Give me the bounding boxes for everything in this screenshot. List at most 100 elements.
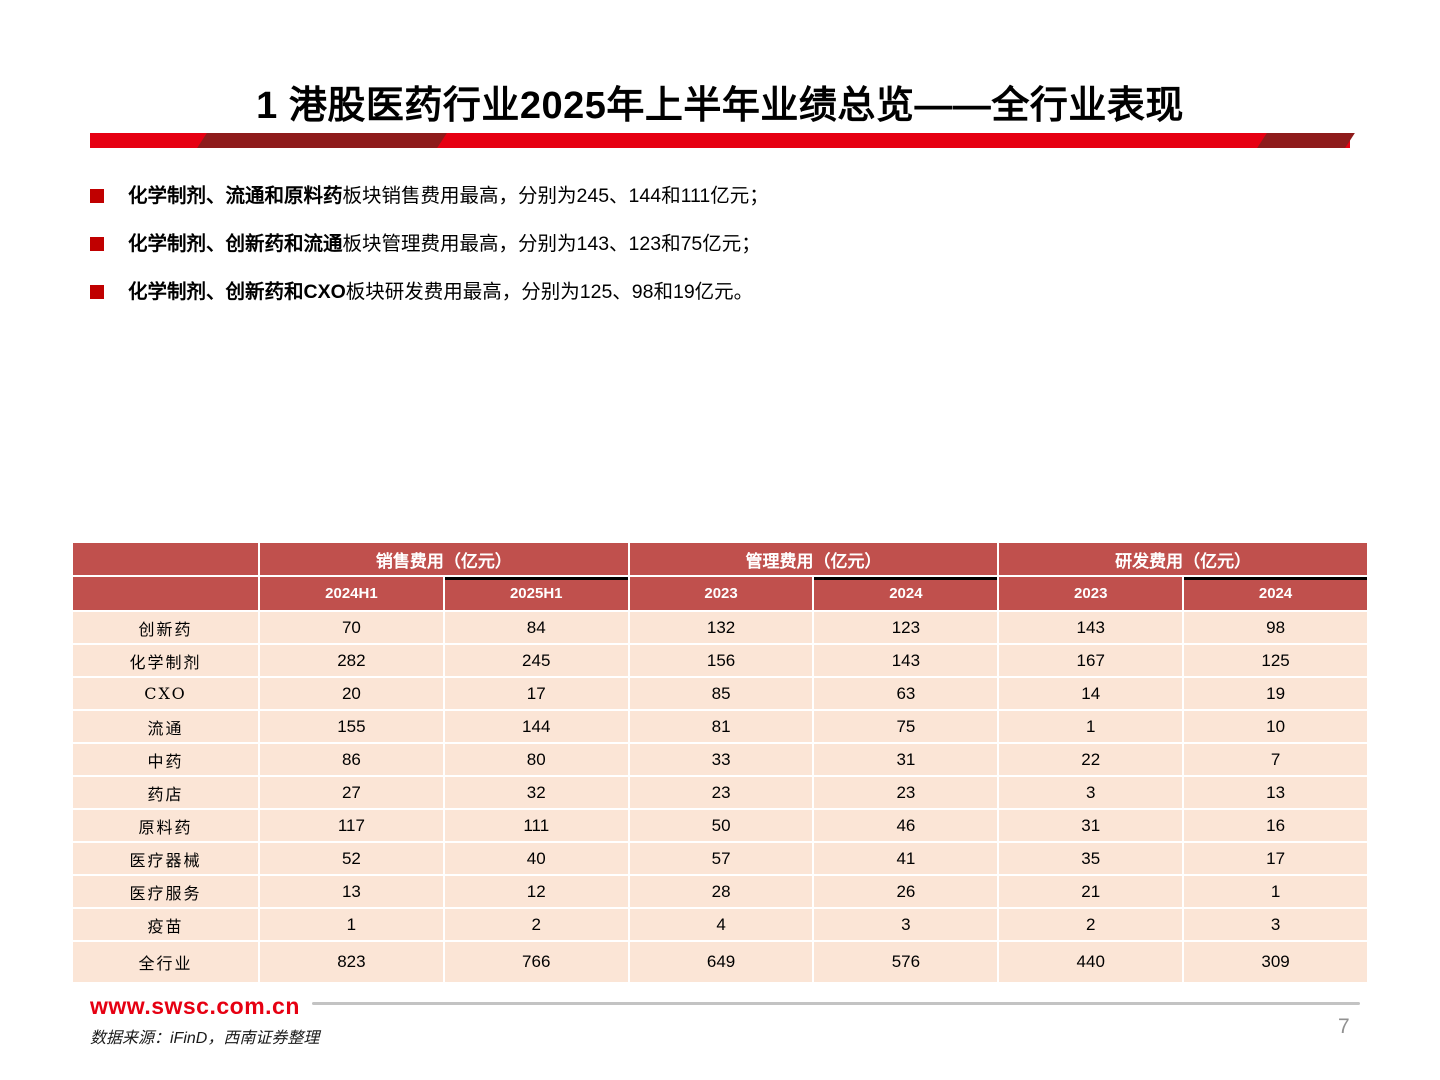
bullet-text: 化学制剂、创新药和流通板块管理费用最高，分别为143、123和75亿元； — [128, 233, 761, 255]
table-value-cell: 80 — [444, 744, 628, 775]
bullet-rest: 板块销售费用最高，分别为245、144和111亿元； — [342, 185, 769, 207]
table-subheader: 2025H1 — [444, 577, 628, 610]
table-value-cell: 156 — [629, 645, 813, 676]
table-value-cell: 41 — [814, 843, 998, 874]
table-group-header: 销售费用（亿元） — [260, 543, 628, 575]
bullet-rest: 板块研发费用最高，分别为125、98和19亿元。 — [345, 281, 754, 303]
table-value-cell: 26 — [814, 876, 998, 907]
title-bar-dark-segment-right — [1257, 133, 1355, 148]
source-note: 数据来源：iFinD，西南证券整理 — [90, 1030, 320, 1047]
table-value-cell: 63 — [814, 678, 998, 709]
table-value-cell: 155 — [260, 711, 443, 742]
bullet-square-icon — [90, 285, 104, 299]
table-value-cell: 282 — [260, 645, 443, 676]
table-value-cell: 20 — [260, 678, 443, 709]
table-value-cell: 84 — [444, 612, 628, 643]
bullet-item: 化学制剂、创新药和流通板块管理费用最高，分别为143、123和75亿元； — [90, 234, 1190, 255]
table-row-label: 创新药 — [73, 612, 258, 643]
bullet-list: 化学制剂、流通和原料药板块销售费用最高，分别为245、144和111亿元； 化学… — [90, 186, 1190, 330]
table-row-label: 化学制剂 — [73, 645, 258, 676]
table-value-cell: 31 — [814, 744, 998, 775]
table-value-cell: 3 — [999, 777, 1183, 808]
table-value-cell: 23 — [629, 777, 813, 808]
bullet-lead: 化学制剂、创新药和流通 — [128, 233, 343, 255]
table-value-cell: 10 — [1184, 711, 1367, 742]
table-value-cell: 1 — [260, 909, 443, 940]
table-value-cell: 123 — [814, 612, 998, 643]
table-row-label: 医疗器械 — [73, 843, 258, 874]
table-subheader: 2024 — [814, 577, 998, 610]
title-bar-dark-segment-left — [197, 133, 447, 148]
table-row-label: 药店 — [73, 777, 258, 808]
table-value-cell: 86 — [260, 744, 443, 775]
page-title: 1 港股医药行业2025年上半年业绩总览——全行业表现 — [256, 85, 1184, 127]
bullet-lead: 化学制剂、创新药和CXO — [128, 281, 346, 303]
table-value-cell: 40 — [444, 843, 628, 874]
table-value-cell: 21 — [999, 876, 1183, 907]
table-value-cell: 3 — [1184, 909, 1367, 940]
title-underline-bar — [90, 133, 1355, 148]
table-subheader: 2023 — [999, 577, 1183, 610]
table-value-cell: 144 — [444, 711, 628, 742]
table-subheader: 2024 — [1184, 577, 1367, 610]
table-value-cell: 98 — [1184, 612, 1367, 643]
table-value-cell: 23 — [814, 777, 998, 808]
table-row-label: 全行业 — [73, 942, 258, 982]
table-value-cell: 167 — [999, 645, 1183, 676]
table-value-cell: 111 — [444, 810, 628, 841]
table-value-cell: 85 — [629, 678, 813, 709]
bullet-item: 化学制剂、创新药和CXO板块研发费用最高，分别为125、98和19亿元。 — [90, 282, 1190, 303]
table-corner-cell — [73, 543, 258, 575]
table-subheader-empty-cell — [73, 577, 258, 610]
bullet-square-icon — [90, 189, 104, 203]
table-value-cell: 4 — [629, 909, 813, 940]
table-row-label: 医疗服务 — [73, 876, 258, 907]
table-value-cell: 57 — [629, 843, 813, 874]
table-value-cell: 13 — [1184, 777, 1367, 808]
table-subheader: 2023 — [629, 577, 813, 610]
footer-divider-line — [312, 1002, 1360, 1005]
table-row-label: 疫苗 — [73, 909, 258, 940]
table-value-cell: 823 — [260, 942, 443, 982]
bullet-text: 化学制剂、创新药和CXO板块研发费用最高，分别为125、98和19亿元。 — [128, 281, 753, 303]
table-row-label: 原料药 — [73, 810, 258, 841]
table-row-label: 流通 — [73, 711, 258, 742]
bullet-item: 化学制剂、流通和原料药板块销售费用最高，分别为245、144和111亿元； — [90, 186, 1190, 207]
table-value-cell: 576 — [814, 942, 998, 982]
table-value-cell: 22 — [999, 744, 1183, 775]
table-group-header: 管理费用（亿元） — [629, 543, 998, 575]
table-value-cell: 27 — [260, 777, 443, 808]
bullet-lead: 化学制剂、流通和原料药 — [128, 185, 343, 207]
table-value-cell: 125 — [1184, 645, 1367, 676]
table-value-cell: 1 — [999, 711, 1183, 742]
table-value-cell: 31 — [999, 810, 1183, 841]
table-value-cell: 143 — [999, 612, 1183, 643]
table-value-cell: 245 — [444, 645, 628, 676]
table-value-cell: 50 — [629, 810, 813, 841]
table-value-cell: 33 — [629, 744, 813, 775]
table-value-cell: 12 — [444, 876, 628, 907]
table-row-label: CXO — [73, 678, 258, 709]
table-value-cell: 1 — [1184, 876, 1367, 907]
table-value-cell: 117 — [260, 810, 443, 841]
bullet-square-icon — [90, 237, 104, 251]
table-value-cell: 132 — [629, 612, 813, 643]
table-subheader: 2024H1 — [260, 577, 443, 610]
table-value-cell: 7 — [1184, 744, 1367, 775]
table-value-cell: 3 — [814, 909, 998, 940]
table-value-cell: 46 — [814, 810, 998, 841]
table-value-cell: 2 — [999, 909, 1183, 940]
table-value-cell: 19 — [1184, 678, 1367, 709]
table-value-cell: 649 — [629, 942, 813, 982]
table-value-cell: 81 — [629, 711, 813, 742]
table-value-cell: 16 — [1184, 810, 1367, 841]
table-row-label: 中药 — [73, 744, 258, 775]
table-value-cell: 766 — [444, 942, 628, 982]
table-value-cell: 52 — [260, 843, 443, 874]
fees-table: 销售费用（亿元） 管理费用（亿元） 研发费用（亿元） 2024H1 2025H1 2023… — [73, 543, 1367, 982]
table-value-cell: 17 — [1184, 843, 1367, 874]
bullet-rest: 板块管理费用最高，分别为143、123和75亿元； — [342, 233, 761, 255]
table-value-cell: 70 — [260, 612, 443, 643]
table-value-cell: 2 — [444, 909, 628, 940]
